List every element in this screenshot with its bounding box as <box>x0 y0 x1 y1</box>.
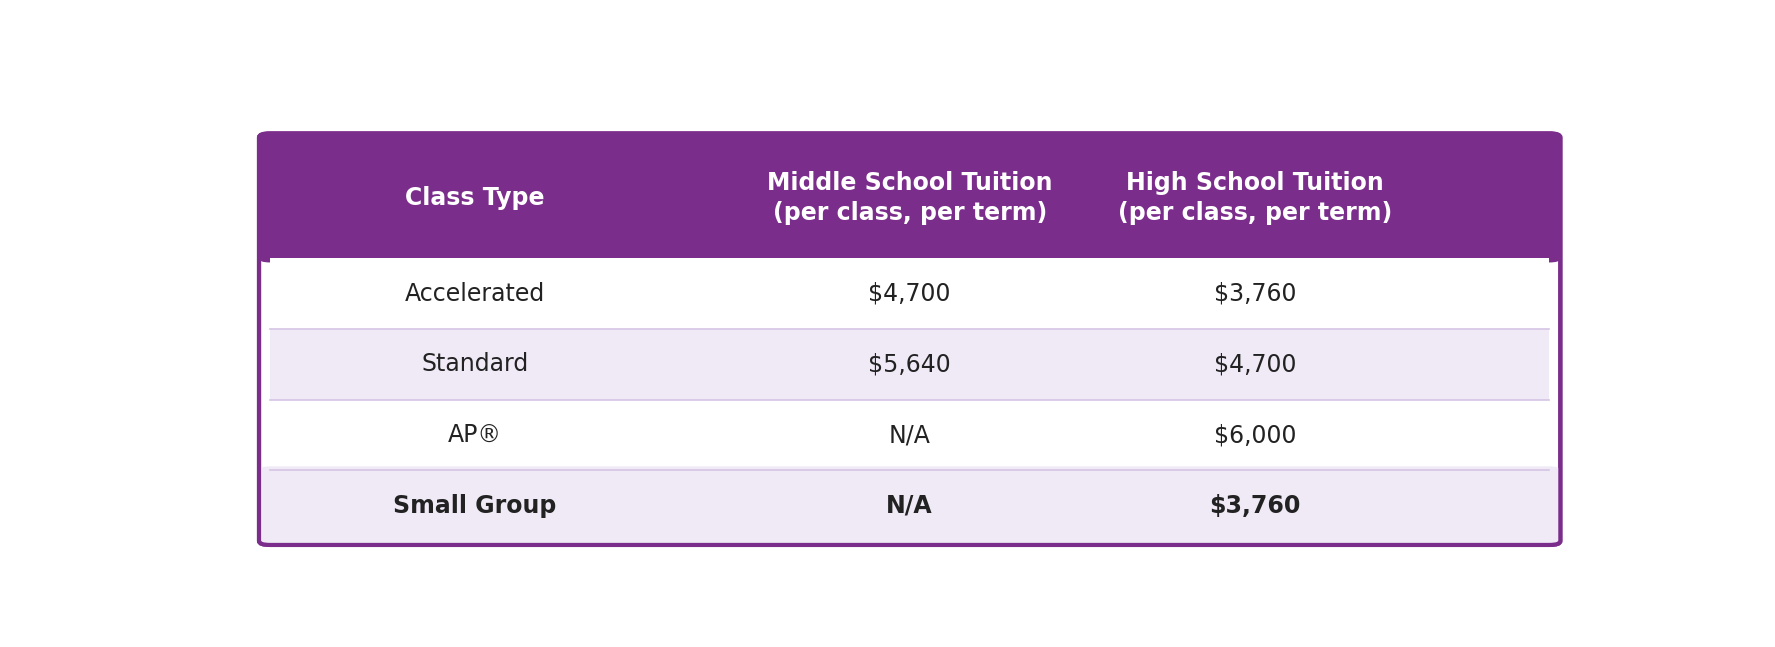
Bar <box>270 329 1550 400</box>
FancyBboxPatch shape <box>259 133 1560 263</box>
FancyBboxPatch shape <box>259 133 1560 545</box>
Text: $5,640: $5,640 <box>868 353 951 377</box>
Text: N/A: N/A <box>889 423 930 447</box>
Text: AP®: AP® <box>447 423 502 447</box>
Bar <box>270 216 1550 259</box>
Text: $4,700: $4,700 <box>868 282 951 306</box>
Text: Class Type: Class Type <box>405 186 545 210</box>
Text: N/A: N/A <box>886 494 934 518</box>
Text: Middle School Tuition
(per class, per term): Middle School Tuition (per class, per te… <box>767 171 1053 225</box>
FancyBboxPatch shape <box>259 466 1560 545</box>
Text: Standard: Standard <box>421 353 529 377</box>
Text: High School Tuition
(per class, per term): High School Tuition (per class, per term… <box>1118 171 1392 225</box>
Bar <box>270 470 1550 516</box>
Text: $3,760: $3,760 <box>1209 494 1301 518</box>
Bar <box>270 259 1550 329</box>
Text: $3,760: $3,760 <box>1214 282 1296 306</box>
Text: $4,700: $4,700 <box>1214 353 1296 377</box>
Text: Small Group: Small Group <box>392 494 556 518</box>
Text: Accelerated: Accelerated <box>405 282 545 306</box>
Text: $6,000: $6,000 <box>1214 423 1296 447</box>
Bar <box>270 400 1550 470</box>
